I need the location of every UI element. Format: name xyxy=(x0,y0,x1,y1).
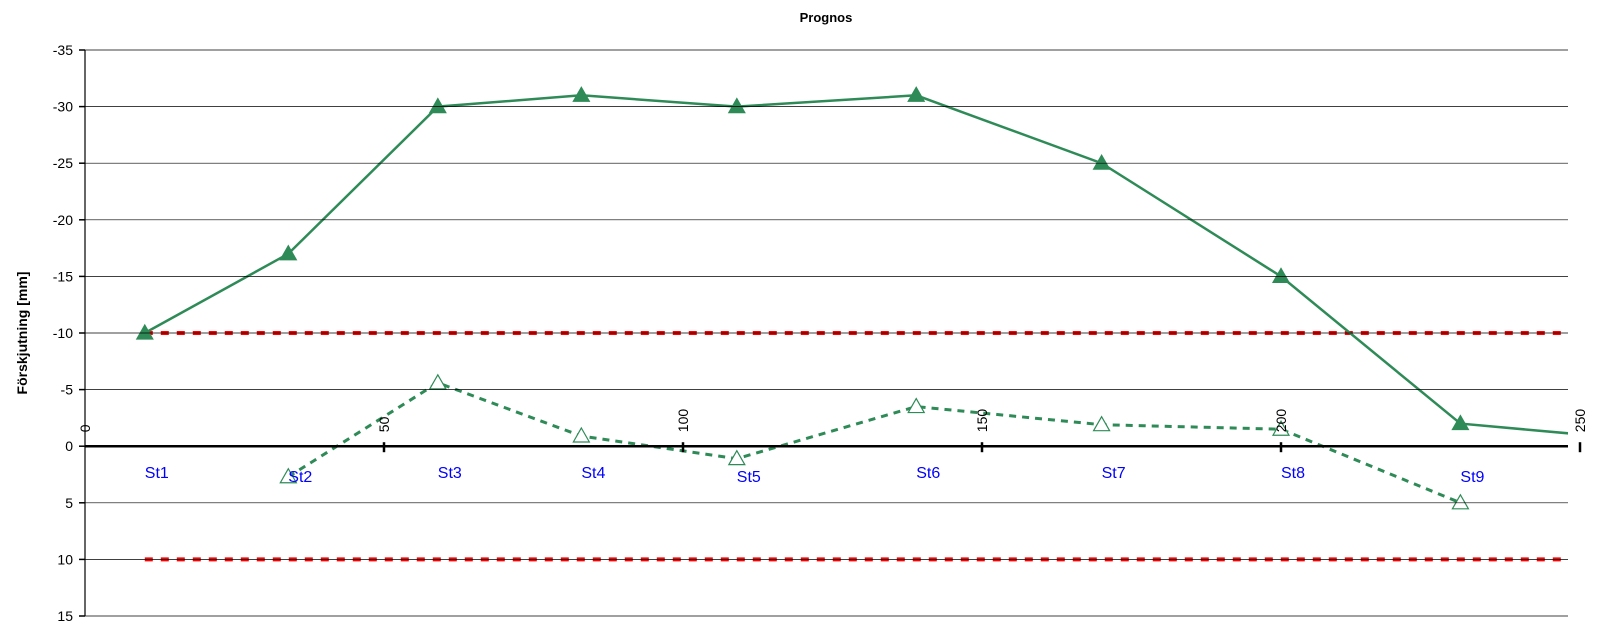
x-tick-label: 0 xyxy=(77,424,93,432)
y-tick-label: -35 xyxy=(53,42,73,58)
station-label: St2 xyxy=(288,469,312,486)
y-tick-label: -30 xyxy=(53,99,73,115)
x-tick-label: 200 xyxy=(1273,409,1289,433)
y-tick-label: 0 xyxy=(65,438,73,454)
plot-area xyxy=(135,86,1568,562)
x-tick-label: 250 xyxy=(1572,409,1588,433)
marker xyxy=(135,323,154,340)
marker xyxy=(428,97,447,114)
marker xyxy=(572,426,591,443)
station-label: St6 xyxy=(916,465,940,482)
series-line xyxy=(287,381,1461,505)
station-label: St4 xyxy=(581,465,605,482)
marker xyxy=(279,244,298,261)
marker xyxy=(428,373,447,390)
y-tick-label: -5 xyxy=(61,382,74,398)
marker xyxy=(1271,420,1291,436)
station-label: St3 xyxy=(438,465,462,482)
x-tick-label: 50 xyxy=(376,416,392,432)
marker xyxy=(1451,493,1470,510)
station-label: St9 xyxy=(1460,469,1484,486)
marker xyxy=(279,467,298,484)
marker xyxy=(907,397,926,414)
y-tick-label: -20 xyxy=(53,212,73,228)
marker xyxy=(727,449,746,466)
marker xyxy=(727,97,746,114)
chart-title: Prognos xyxy=(800,10,853,25)
station-label: St1 xyxy=(145,465,169,482)
station-label: St5 xyxy=(737,469,761,486)
y-tick-label: 10 xyxy=(57,551,73,567)
station-label: St8 xyxy=(1281,465,1305,482)
y-tick-label: -25 xyxy=(53,155,73,171)
y-tick-label: 5 xyxy=(65,495,73,511)
x-tick-label: 150 xyxy=(974,409,990,433)
y-axis-label: Förskjutning [mm] xyxy=(14,272,30,395)
marker xyxy=(1092,415,1111,432)
y-tick-label: 15 xyxy=(57,608,73,624)
marker xyxy=(1451,414,1470,431)
x-tick-label: 100 xyxy=(675,409,691,433)
marker xyxy=(1092,153,1111,170)
y-tick-label: -10 xyxy=(53,325,73,341)
station-label: St7 xyxy=(1102,465,1126,482)
series-line xyxy=(144,94,1568,435)
y-tick-label: -15 xyxy=(53,268,73,284)
marker xyxy=(572,86,591,102)
marker xyxy=(1271,267,1291,283)
marker xyxy=(907,86,926,102)
